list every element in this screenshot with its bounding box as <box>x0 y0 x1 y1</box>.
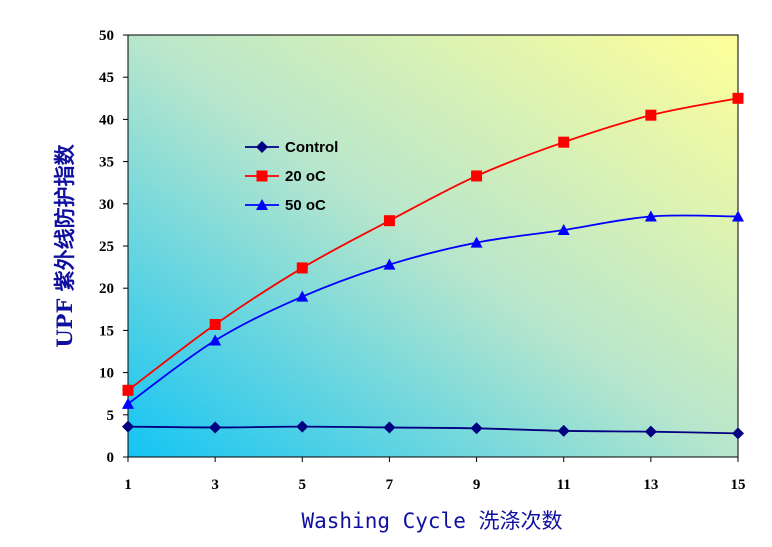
series-20-oc <box>122 92 744 396</box>
legend-label: Control <box>285 139 338 156</box>
legend-marker <box>256 199 268 210</box>
y-tick-label: 35 <box>99 155 114 171</box>
data-point-20-oc <box>732 92 744 104</box>
y-tick-label: 15 <box>99 323 114 339</box>
x-tick-label: 7 <box>386 477 394 493</box>
data-point-50-oc <box>732 210 744 222</box>
data-point-control <box>470 422 483 435</box>
data-point-20-oc <box>645 109 657 121</box>
y-tick-label: 0 <box>107 450 115 466</box>
series-control <box>122 420 744 440</box>
data-point-50-oc <box>470 236 483 248</box>
data-point-20-oc <box>558 136 570 148</box>
data-point-control <box>644 425 657 438</box>
x-tick-label: 15 <box>731 477 746 493</box>
x-tick-label: 11 <box>557 477 571 493</box>
legend-label: 50 oC <box>285 197 326 214</box>
y-tick-label: 5 <box>107 408 115 424</box>
legend-marker <box>256 141 268 153</box>
data-point-50-oc <box>557 223 570 235</box>
legend: Control 20 oC 50 oC <box>245 139 338 214</box>
series-50-oc <box>122 210 744 409</box>
legend-label: 20 oC <box>285 168 326 185</box>
data-point-control <box>383 421 396 434</box>
y-tick-label: 40 <box>99 112 114 128</box>
data-point-20-oc <box>471 170 483 182</box>
data-point-50-oc <box>296 290 309 302</box>
y-tick-label: 20 <box>99 281 114 297</box>
data-point-control <box>296 420 309 433</box>
data-point-50-oc <box>122 397 134 409</box>
legend-item-20-oc: 20 oC <box>245 168 326 185</box>
x-axis-label: Washing Cycle 洗涤次数 <box>301 509 562 533</box>
data-point-control <box>732 427 744 440</box>
legend-item-50-oc: 50 oC <box>245 197 326 214</box>
y-tick-label: 25 <box>99 239 114 255</box>
y-tick-label: 10 <box>99 366 114 382</box>
data-point-20-oc <box>296 262 308 274</box>
data-point-50-oc <box>209 334 222 346</box>
x-tick-label: 3 <box>211 477 219 493</box>
data-point-20-oc <box>122 384 134 396</box>
data-point-control <box>557 424 570 437</box>
y-tick-label: 50 <box>99 28 114 44</box>
y-axis-label: UPF 紫外线防护指数 <box>52 143 77 347</box>
x-tick-label: 9 <box>473 477 481 493</box>
plot-area <box>127 34 739 458</box>
y-tick-label: 45 <box>99 70 114 86</box>
x-tick-label: 1 <box>124 477 132 493</box>
data-point-control <box>209 421 222 434</box>
data-point-20-oc <box>383 215 395 227</box>
data-point-50-oc <box>644 210 657 222</box>
legend-item-control: Control <box>245 139 338 156</box>
x-tick-label: 5 <box>299 477 307 493</box>
data-point-50-oc <box>383 258 396 270</box>
data-point-20-oc <box>209 318 221 330</box>
y-tick-label: 30 <box>99 197 114 213</box>
x-tick-label: 13 <box>643 477 658 493</box>
series-line-control <box>127 425 739 435</box>
data-point-control <box>122 420 134 433</box>
legend-marker <box>256 170 268 182</box>
